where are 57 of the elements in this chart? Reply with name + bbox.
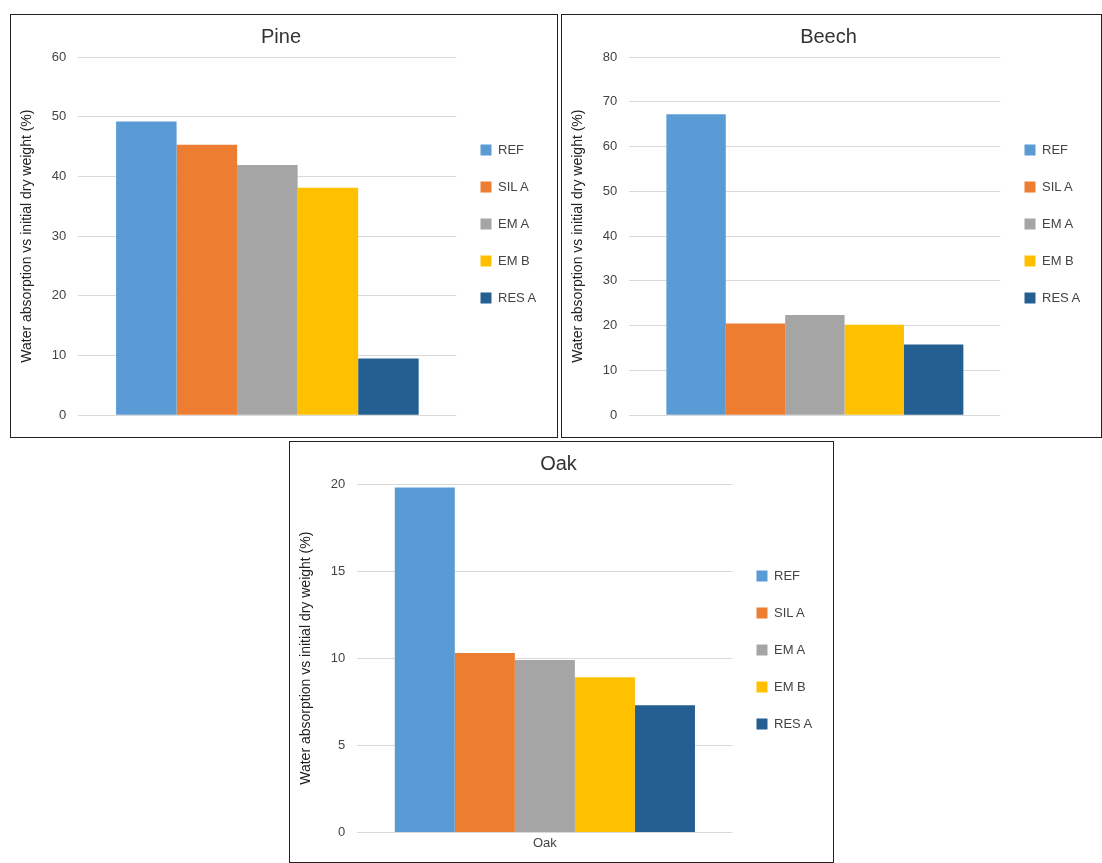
y-axis-title: Water absorption vs initial dry weight (%) [297, 531, 314, 785]
y-tick-label: 0 [59, 406, 67, 422]
legend-label: EM B [1041, 252, 1074, 268]
legend-label: EM A [773, 641, 806, 657]
y-tick-label: 5 [338, 736, 346, 752]
bar [725, 323, 786, 415]
y-tick-label: 20 [51, 287, 67, 303]
bar [785, 314, 845, 415]
y-tick-label: 50 [51, 108, 67, 124]
y-tick-label: 10 [330, 649, 346, 665]
y-tick-label: 80 [602, 48, 618, 64]
legend-label: EM B [773, 678, 806, 694]
bar [514, 659, 575, 832]
bar [358, 358, 419, 415]
legend-label: RES A [1041, 289, 1081, 305]
bar [394, 487, 455, 832]
legend-label: REF [1041, 141, 1069, 157]
legend-label: RES A [497, 289, 537, 305]
y-tick-label: 30 [51, 227, 67, 243]
bar [666, 114, 726, 415]
y-tick-label: 60 [602, 138, 618, 154]
legend-label: EM B [497, 252, 530, 268]
legend-label: SIL A [773, 604, 805, 620]
legend-label: RES A [773, 715, 813, 731]
legend-label: SIL A [1041, 178, 1073, 194]
y-axis-title: Water absorption vs initial dry weight (%) [18, 109, 35, 363]
y-axis-title: Water absorption vs initial dry weight (%) [569, 109, 586, 363]
y-tick-label: 70 [602, 93, 618, 109]
y-tick-label: 60 [51, 48, 67, 64]
y-tick-label: 20 [330, 475, 346, 491]
y-tick-label: 40 [602, 227, 618, 243]
bar [844, 324, 904, 415]
bar [454, 652, 515, 832]
y-tick-label: 0 [610, 406, 618, 422]
y-tick-label: 30 [602, 272, 618, 288]
y-tick-label: 20 [602, 317, 618, 333]
legend-label: EM A [497, 215, 530, 231]
bar [574, 677, 635, 832]
bar [297, 187, 359, 415]
bar [176, 144, 238, 415]
chart-title: Oak [540, 451, 578, 474]
legend-label: REF [497, 141, 525, 157]
y-tick-label: 40 [51, 167, 67, 183]
legend-label: EM A [1041, 215, 1074, 231]
legend-label: REF [773, 567, 801, 583]
y-tick-label: 50 [602, 182, 618, 198]
bar [634, 705, 695, 832]
y-tick-label: 10 [51, 347, 67, 363]
bar [903, 344, 964, 415]
y-tick-label: 0 [338, 823, 346, 839]
bar [237, 165, 298, 415]
chart-title: Pine [260, 24, 302, 47]
bar [116, 121, 177, 415]
y-tick-label: 15 [330, 562, 346, 578]
legend-label: SIL A [497, 178, 529, 194]
chart-title: Beech [800, 24, 857, 47]
y-tick-label: 10 [602, 362, 618, 377]
